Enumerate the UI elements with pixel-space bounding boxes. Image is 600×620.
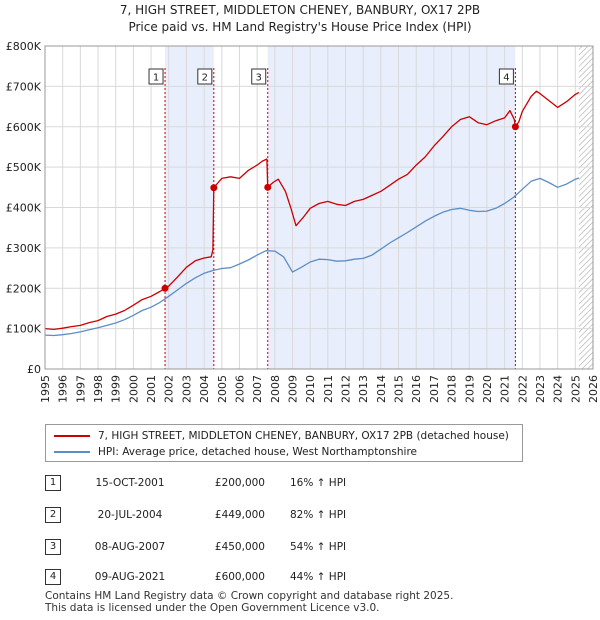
y-tick-label: £500K <box>6 161 42 174</box>
sale-date: 15-OCT-2001 <box>95 477 165 489</box>
sale-marker-box <box>498 68 514 85</box>
legend-label-price: 7, HIGH STREET, MIDDLETON CHENEY, BANBUR… <box>98 430 509 442</box>
sale-marker-label: 3 <box>256 73 262 84</box>
y-tick-label: £700K <box>6 80 42 93</box>
sale-price: £600,000 <box>214 571 265 583</box>
sale-marker-label: 4 <box>503 73 509 84</box>
x-tick-label: 1995 <box>39 375 52 403</box>
sale-marker-box <box>251 68 267 85</box>
x-tick-label: 2024 <box>552 375 565 403</box>
x-tick-label: 2000 <box>127 375 140 403</box>
sale-hpi-change: 54% ↑ HPI <box>290 541 347 553</box>
x-tick-label: 1999 <box>110 375 123 403</box>
x-tick-label: 2020 <box>481 375 494 403</box>
sale-point <box>210 184 218 192</box>
sale-date: 08-AUG-2007 <box>94 541 166 553</box>
x-tick-label: 1997 <box>74 375 87 403</box>
x-tick-label: 2005 <box>216 375 229 403</box>
y-tick-label: £800K <box>6 40 42 53</box>
footer-line2: This data is licensed under the Open Gov… <box>45 602 380 614</box>
sale-marker-box <box>148 68 164 85</box>
sale-number-badge: 3 <box>45 539 61 555</box>
sale-hpi-change: 44% ↑ HPI <box>290 571 347 583</box>
chart-legend: 7, HIGH STREET, MIDDLETON CHENEY, BANBUR… <box>45 424 523 462</box>
sale-hpi-change: 16% ↑ HPI <box>290 477 347 489</box>
x-tick-label: 2008 <box>269 375 282 403</box>
footer-line1: Contains HM Land Registry data © Crown c… <box>45 590 454 602</box>
sale-point <box>264 183 272 191</box>
x-tick-label: 2004 <box>198 375 211 403</box>
y-tick-label: £400K <box>6 202 42 215</box>
x-tick-label: 1998 <box>92 375 105 403</box>
sale-number-badge: 2 <box>45 507 61 523</box>
sale-marker-box <box>197 68 213 85</box>
x-tick-label: 2014 <box>375 375 388 403</box>
x-tick-label: 2019 <box>463 375 476 403</box>
sale-date: 20-JUL-2004 <box>97 509 163 521</box>
x-tick-label: 2003 <box>180 375 193 403</box>
sale-number-badge: 1 <box>45 475 61 491</box>
x-tick-label: 2006 <box>233 375 246 403</box>
sale-date: 09-AUG-2021 <box>94 571 166 583</box>
x-tick-label: 2015 <box>393 375 406 403</box>
x-tick-label: 2016 <box>410 375 423 403</box>
chart-title-line1: 7, HIGH STREET, MIDDLETON CHENEY, BANBUR… <box>119 3 481 17</box>
x-tick-label: 2001 <box>145 375 158 403</box>
x-tick-label: 2012 <box>340 375 353 403</box>
x-tick-label: 2011 <box>322 375 335 403</box>
x-tick-label: 2018 <box>446 375 459 403</box>
sale-hpi-change: 82% ↑ HPI <box>290 509 347 521</box>
x-tick-label: 2025 <box>569 375 582 403</box>
y-tick-label: £600K <box>6 121 42 134</box>
sale-point <box>511 123 519 131</box>
legend-swatch-price <box>54 435 90 437</box>
sale-price: £450,000 <box>214 541 265 553</box>
x-tick-label: 2022 <box>516 375 529 403</box>
sale-price: £200,000 <box>214 477 265 489</box>
hpi-series-line <box>44 177 580 337</box>
legend-label-hpi: HPI: Average price, detached house, West… <box>98 446 417 458</box>
y-tick-label: £0 <box>27 363 41 376</box>
x-tick-label: 1996 <box>57 375 70 403</box>
plot-border <box>44 45 594 370</box>
price-chart: 1 2 3 4 £0 £100K £200K £300K £400K £500K £600K £70… <box>6 40 600 403</box>
price-series-line <box>44 90 580 331</box>
x-tick-label: 2007 <box>251 375 264 403</box>
x-tick-label: 2026 <box>587 375 600 403</box>
chart-title: 7, HIGH STREET, MIDDLETON CHENEY, BANBUR… <box>0 2 600 36</box>
x-tick-label: 2002 <box>163 375 176 403</box>
sales-row: 4 09-AUG-2021 £600,000 44% ↑ HPI <box>45 569 445 585</box>
sales-row: 3 08-AUG-2007 £450,000 54% ↑ HPI <box>45 539 445 555</box>
sale-price: £449,000 <box>214 509 265 521</box>
sale-number-badge: 4 <box>45 569 61 585</box>
y-tick-label: £300K <box>6 242 42 255</box>
sales-row: 2 20-JUL-2004 £449,000 82% ↑ HPI <box>45 507 445 523</box>
legend-swatch-hpi <box>54 451 90 453</box>
x-tick-label: 2009 <box>286 375 299 403</box>
chart-title-line2: Price paid vs. HM Land Registry's House … <box>128 20 472 34</box>
sales-row: 1 15-OCT-2001 £200,000 16% ↑ HPI <box>45 475 445 491</box>
sale-marker-label: 1 <box>153 73 159 84</box>
x-tick-label: 2010 <box>304 375 317 403</box>
y-tick-label: £100K <box>6 323 42 336</box>
sale-point <box>161 284 169 292</box>
x-tick-label: 2017 <box>428 375 441 403</box>
attribution-footer: Contains HM Land Registry data © Crown c… <box>45 590 453 614</box>
x-tick-label: 2023 <box>534 375 547 403</box>
sale-marker-label: 2 <box>202 73 208 84</box>
y-tick-label: £200K <box>6 282 42 295</box>
x-tick-label: 2013 <box>357 375 370 403</box>
x-tick-label: 2021 <box>499 375 512 403</box>
